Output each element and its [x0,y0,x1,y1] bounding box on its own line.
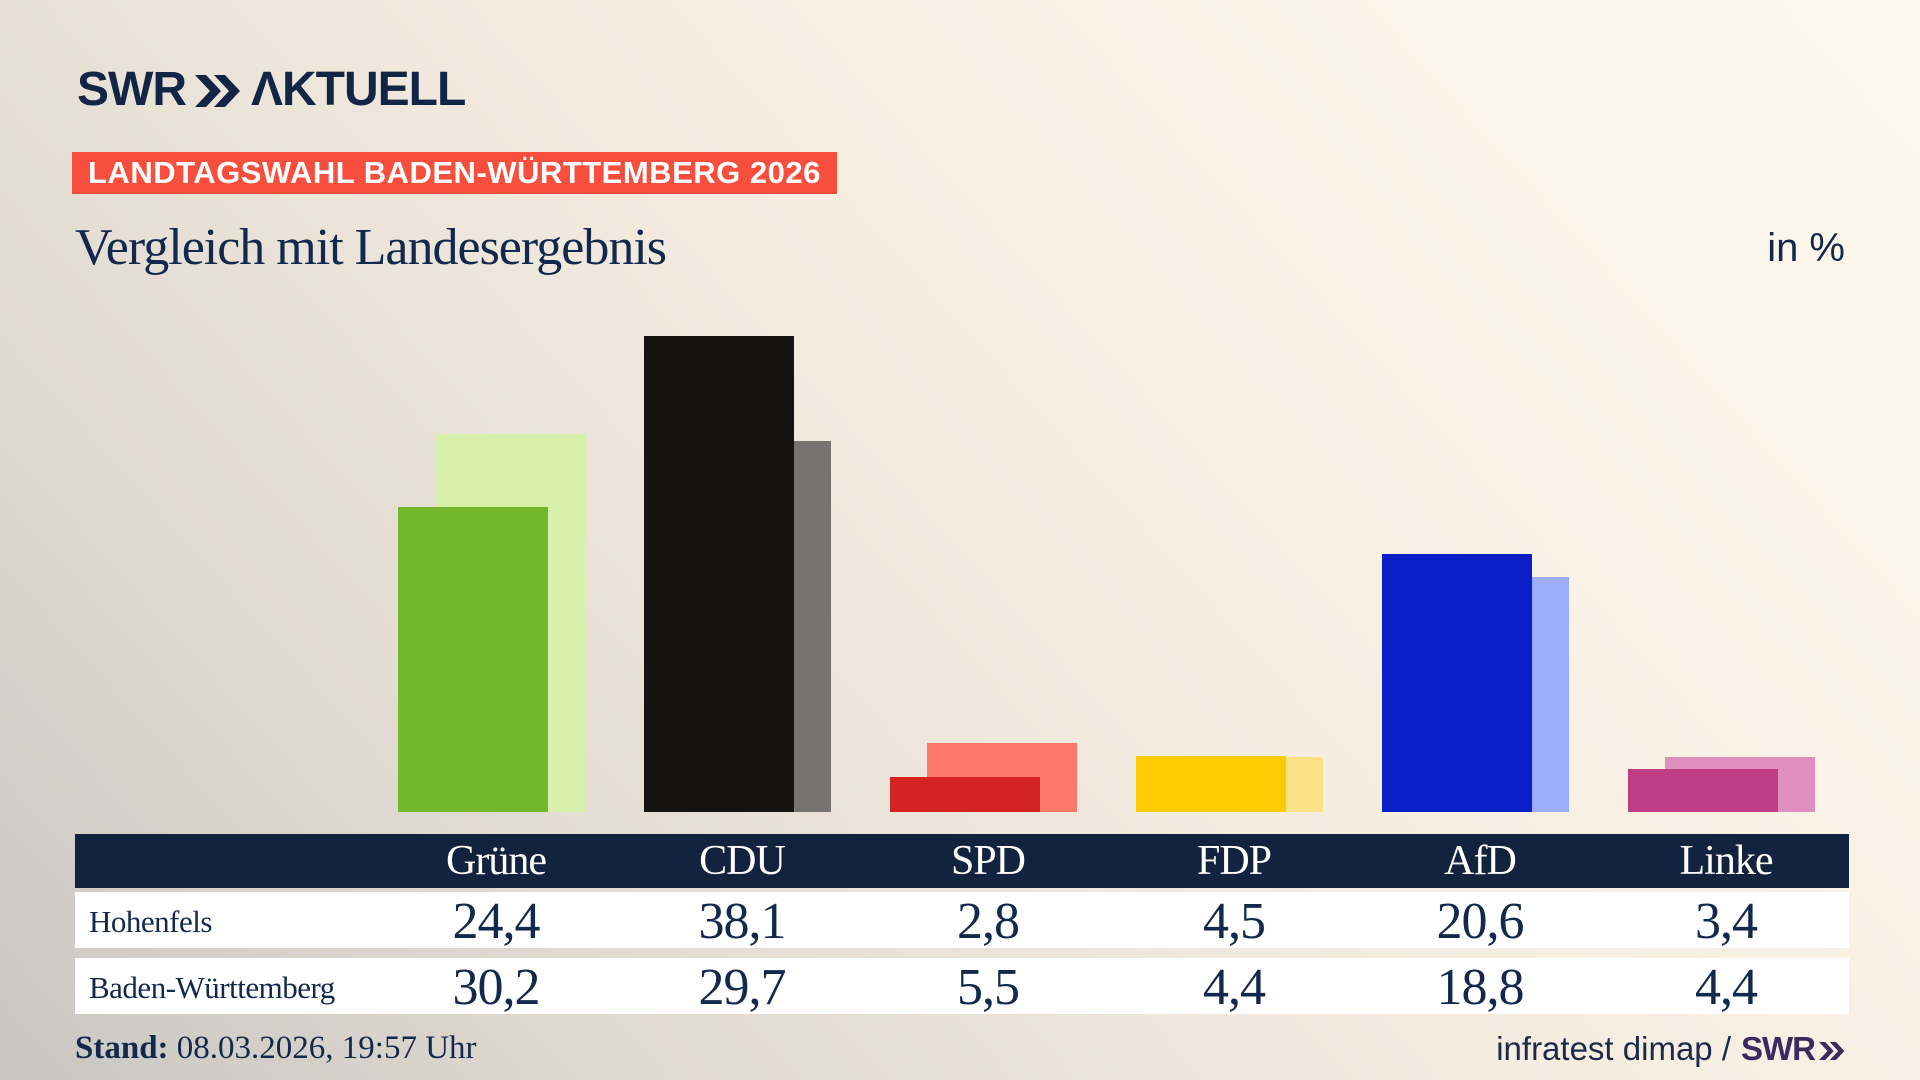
column-header: CDU [699,838,786,884]
value-cell: 3,4 [1695,893,1758,950]
election-badge: LANDTAGSWAHL BADEN-WÜRTTEMBERG 2026 [72,152,837,194]
table-row: Baden-Württemberg 30,2 29,7 5,5 4,4 18,8 4,4 [75,958,1849,1016]
column-header: AfD [1444,838,1517,884]
logo-swr-text: SWR [77,63,187,116]
value-cell: 4,5 [1203,893,1266,950]
value-cell: 20,6 [1436,893,1525,950]
column-header: SPD [950,838,1026,884]
table-row: Hohenfels 24,4 38,1 2,8 4,5 20,6 3,4 [75,892,1849,950]
column-header: Linke [1679,838,1774,884]
table-body: Hohenfels 24,4 38,1 2,8 4,5 20,6 3,4 Baden-Würt… [75,892,1849,1016]
stand-label: Stand: [75,1030,169,1066]
double-chevron-icon [1819,1041,1845,1060]
table-header-row: Grüne CDU SPD FDP AfD Linke [75,834,1849,888]
stand-value-text: 08.03.2026, 19:57 Uhr [176,1030,477,1066]
source-brand: SWR [1741,1030,1845,1068]
value-cell: 5,5 [957,959,1020,1016]
results-table: Grüne CDU SPD FDP AfD Linke Hohenfels 24,4 38,1… [75,834,1849,1016]
page-title: Vergleich mit Landesergebnis [75,219,667,276]
bar-hohenfels-cdu [644,336,794,812]
bar-hohenfels-afd [1382,554,1532,812]
bar-hohenfels-spd [890,777,1040,812]
value-cell: 38,1 [698,893,787,950]
value-cell: 2,8 [957,893,1020,950]
row-label: Baden-Württemberg [89,969,335,1005]
logo-aktuell-text: ΛKTUELL [250,63,466,116]
source-text: infratest dimap / [1496,1030,1731,1067]
value-cell: 4,4 [1203,959,1266,1016]
swr-aktuell-logo: SWR ΛKTUELL [77,63,466,116]
unit-label: in % [1767,226,1845,270]
bar-hohenfels-gruene [398,507,548,812]
row-label: Hohenfels [89,903,212,939]
bar-hohenfels-fdp [1136,756,1286,812]
value-cell: 4,4 [1695,959,1758,1016]
value-cell: 29,7 [698,959,787,1016]
column-header: FDP [1196,838,1272,884]
column-header: Grüne [446,838,547,884]
timestamp: Stand: 08.03.2026, 19:57 Uhr [75,1030,477,1067]
source-brand-text: SWR [1741,1030,1816,1067]
bar-hohenfels-linke [1628,769,1778,812]
value-cell: 24,4 [452,893,541,950]
value-cell: 30,2 [452,959,541,1016]
double-chevron-icon [194,75,240,107]
value-cell: 18,8 [1436,959,1525,1016]
source-credit: infratest dimap / SWR [1496,1030,1845,1068]
